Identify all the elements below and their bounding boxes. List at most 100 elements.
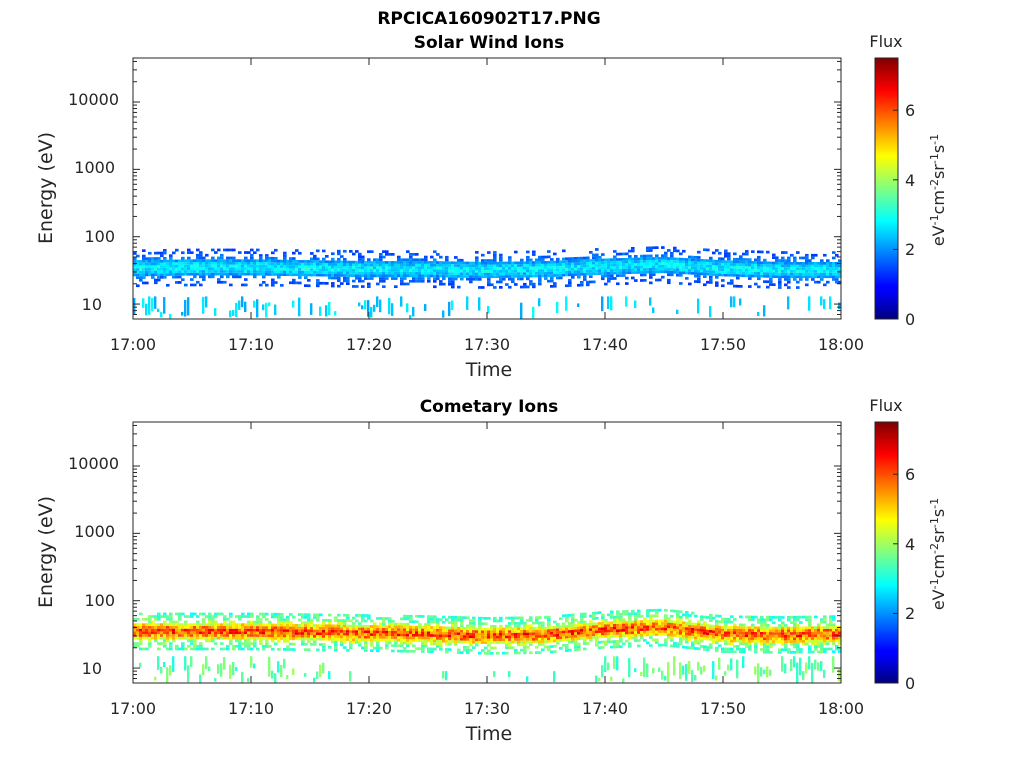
heatmap-cell: [457, 651, 461, 654]
heatmap-cell: [271, 647, 275, 651]
heatmap-cell: [742, 258, 746, 261]
heatmap-cell: [145, 260, 149, 263]
heatmap-cell: [424, 644, 428, 648]
heatmap-cell: [808, 270, 812, 273]
heatmap-cell: [709, 256, 713, 260]
x-tick-label: 17:20: [346, 699, 392, 718]
heatmap-cell: [613, 629, 617, 633]
heatmap-cell: [808, 623, 812, 627]
heatmap-cell: [589, 630, 593, 634]
heatmap-cell: [721, 279, 725, 282]
heatmap-cell: [637, 623, 641, 626]
heatmap-cell: [640, 279, 644, 282]
heatmap-cell: [772, 283, 776, 286]
heatmap-cell: [406, 266, 410, 270]
heatmap-cell: [616, 613, 620, 616]
heatmap-cell: [676, 268, 680, 272]
heatmap-cell: [400, 261, 404, 264]
heatmap-cell: [160, 259, 164, 263]
heatmap-cell: [799, 634, 803, 638]
heatmap-cell: [205, 264, 209, 268]
heatmap-cell: [433, 639, 437, 643]
heatmap-cell: [718, 260, 722, 263]
heatmap-cell: [400, 258, 404, 262]
heatmap-cell: [598, 646, 602, 650]
heatmap-cell: [688, 282, 692, 286]
heatmap-cell: [196, 615, 200, 618]
heatmap-cell: [607, 637, 611, 641]
heatmap-cell: [238, 264, 242, 268]
heatmap-cell: [697, 261, 701, 265]
heatmap-cell: [382, 269, 386, 272]
heatmap-cell: [544, 271, 548, 275]
heatmap-cell: [322, 621, 326, 625]
heatmap-cell: [205, 615, 209, 618]
heatmap-cell: [760, 261, 764, 265]
heatmap-cell: [196, 253, 200, 257]
heatmap-cell: [577, 621, 581, 624]
heatmap-cell: [556, 641, 560, 645]
heatmap-cell: [541, 648, 545, 652]
heatmap-cell: [190, 628, 194, 632]
heatmap-cell: [793, 637, 797, 641]
heatmap-cell: [133, 642, 137, 645]
heatmap-cell: [763, 266, 767, 270]
heatmap-cell: [793, 634, 797, 638]
heatmap-cell: [358, 271, 362, 275]
heatmap-cell: [679, 257, 683, 261]
heatmap-cell: [148, 265, 152, 268]
heatmap-cell: [646, 257, 650, 260]
heatmap-cell: [292, 251, 296, 255]
heatmap-cell: [409, 253, 413, 256]
heatmap-cell: [379, 633, 383, 636]
heatmap-cell: [790, 626, 794, 630]
heatmap-cell: [172, 259, 176, 263]
heatmap-cell: [670, 252, 674, 255]
heatmap-cell: [796, 648, 800, 651]
heatmap-cell: [406, 263, 410, 267]
heatmap-cell: [361, 619, 365, 623]
heatmap-cell: [385, 277, 389, 280]
heatmap-cell: [430, 618, 434, 621]
heatmap-cell: [742, 642, 746, 646]
heatmap-cell: [559, 625, 563, 629]
heatmap-cell: [397, 261, 401, 264]
heatmap-cell: [340, 260, 344, 264]
heatmap-cell: [358, 630, 362, 633]
heatmap-cell: [217, 631, 221, 635]
heatmap-cell: [730, 631, 734, 635]
heatmap-cell: [832, 272, 836, 276]
heatmap-cell: [157, 273, 161, 276]
heatmap-cell: [772, 629, 776, 633]
heatmap-cell: [751, 274, 755, 278]
heatmap-cell: [745, 260, 749, 264]
heatmap-cell: [397, 630, 401, 634]
heatmap-cell: [760, 629, 764, 632]
heatmap-cell: [376, 644, 380, 647]
heatmap-cell: [277, 267, 281, 271]
heatmap-cell: [274, 637, 278, 640]
heatmap-cell: [238, 267, 242, 271]
heatmap-cell: [202, 272, 206, 276]
heatmap-cell: [511, 646, 515, 649]
heatmap-cell: [436, 620, 440, 624]
heatmap-cell: [454, 256, 458, 259]
heatmap-cell: [442, 277, 446, 281]
heatmap-cell: [202, 636, 206, 640]
heatmap-cell: [709, 264, 713, 268]
heatmap-cell: [376, 635, 380, 639]
heatmap-cell: [496, 267, 500, 270]
heatmap-cell: [490, 652, 494, 655]
heatmap-cell: [826, 272, 830, 276]
heatmap-cell: [688, 261, 692, 264]
heatmap-cell: [571, 613, 575, 617]
panel-cometary: Cometary Ions 17:00 17:10 17:20 17:30 17…: [35, 396, 948, 745]
heatmap-cell: [811, 639, 815, 643]
heatmap-cell: [301, 624, 305, 627]
heatmap-cell: [826, 262, 830, 265]
heatmap-cell: [271, 629, 275, 632]
heatmap-cell: [409, 636, 413, 640]
heatmap-cell: [169, 262, 173, 265]
heatmap-cell: [667, 622, 671, 626]
heatmap-cell: [163, 612, 167, 616]
